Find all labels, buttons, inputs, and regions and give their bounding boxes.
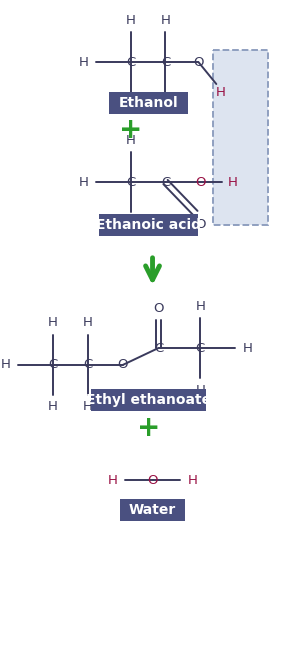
Text: H: H xyxy=(83,316,93,329)
Text: O: O xyxy=(195,218,206,231)
Text: H: H xyxy=(83,400,93,413)
Text: C: C xyxy=(161,56,170,69)
Text: C: C xyxy=(83,358,92,371)
Bar xyxy=(213,50,268,225)
Text: H: H xyxy=(126,97,136,111)
Bar xyxy=(99,214,199,236)
Text: C: C xyxy=(126,176,135,189)
Text: H: H xyxy=(161,97,171,111)
Text: H: H xyxy=(1,358,11,371)
Text: H: H xyxy=(79,176,89,189)
Text: H: H xyxy=(126,133,136,146)
Text: O: O xyxy=(117,358,128,371)
Text: +: + xyxy=(119,116,142,144)
Text: C: C xyxy=(48,358,57,371)
Bar xyxy=(120,499,185,521)
Text: H: H xyxy=(108,474,118,487)
Text: H: H xyxy=(188,474,197,487)
Text: O: O xyxy=(147,474,158,487)
Text: Ethanoic acid: Ethanoic acid xyxy=(96,218,201,232)
Text: H: H xyxy=(195,299,205,312)
Text: H: H xyxy=(126,218,136,231)
Text: +: + xyxy=(137,414,160,442)
Text: C: C xyxy=(154,341,163,354)
Text: H: H xyxy=(227,176,237,189)
Text: Water: Water xyxy=(129,503,176,517)
Text: O: O xyxy=(153,301,164,314)
Text: C: C xyxy=(196,341,205,354)
Text: O: O xyxy=(195,176,206,189)
Text: H: H xyxy=(79,56,89,69)
Text: O: O xyxy=(193,56,204,69)
Text: H: H xyxy=(161,14,171,27)
Text: Ethanol: Ethanol xyxy=(119,96,178,110)
Text: C: C xyxy=(126,56,135,69)
Text: H: H xyxy=(215,86,225,98)
Bar xyxy=(109,92,188,114)
Bar xyxy=(91,389,206,411)
Text: H: H xyxy=(195,384,205,397)
Text: H: H xyxy=(48,316,58,329)
Text: H: H xyxy=(242,341,252,354)
Text: H: H xyxy=(48,400,58,413)
Text: H: H xyxy=(126,14,136,27)
Text: Ethyl ethanoate: Ethyl ethanoate xyxy=(86,393,211,407)
Text: C: C xyxy=(161,176,170,189)
